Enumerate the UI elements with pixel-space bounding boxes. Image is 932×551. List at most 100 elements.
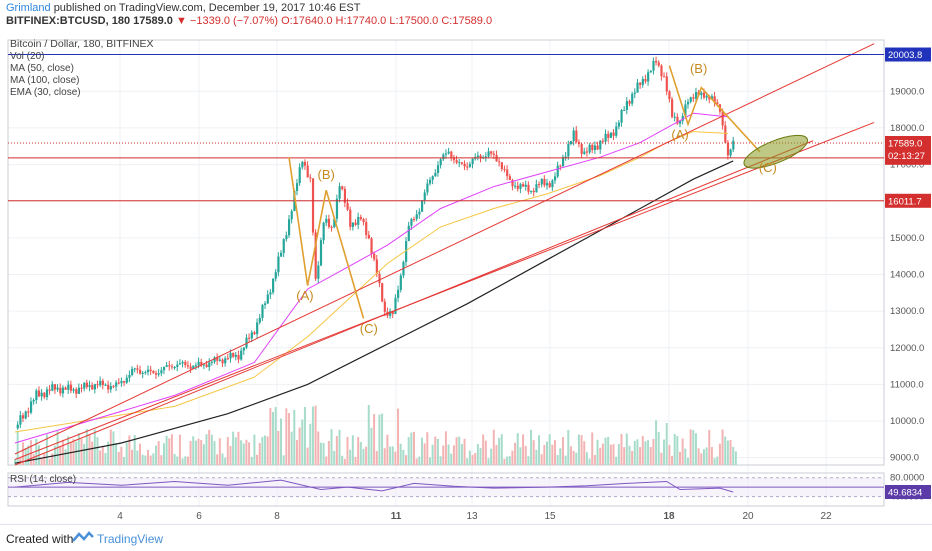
candle-body bbox=[131, 368, 134, 375]
ema30-line bbox=[14, 131, 728, 433]
trendline bbox=[14, 43, 875, 455]
footer: Created with TradingView bbox=[0, 524, 932, 551]
candle-body bbox=[80, 387, 83, 389]
volume-bar bbox=[450, 453, 453, 465]
candle-body bbox=[455, 160, 458, 163]
volume-bar bbox=[556, 455, 559, 465]
indicator-ema30[interactable]: EMA (30, close) bbox=[10, 87, 81, 98]
volume-bar bbox=[572, 450, 575, 465]
candle-body bbox=[107, 384, 110, 390]
candle-body bbox=[96, 384, 99, 386]
price-tick-label: 9000.0 bbox=[890, 453, 919, 464]
volume-bar bbox=[492, 429, 495, 465]
volume-bar bbox=[540, 454, 543, 465]
candle-body bbox=[346, 202, 349, 210]
volume-bar bbox=[447, 444, 450, 465]
price-tag-label: 16011.7 bbox=[888, 196, 922, 207]
candle-body bbox=[452, 157, 456, 161]
main-pane-border bbox=[7, 39, 885, 466]
volume-bar bbox=[178, 434, 181, 465]
candle-body bbox=[202, 364, 206, 366]
candle-body bbox=[91, 385, 94, 390]
candle-body bbox=[67, 384, 70, 390]
volume-bar bbox=[290, 431, 293, 465]
candle-body bbox=[35, 390, 38, 401]
candle-body bbox=[309, 177, 312, 179]
volume-bar bbox=[575, 452, 578, 465]
volume-bar bbox=[644, 441, 647, 465]
candle-body bbox=[53, 384, 57, 390]
volume-bar bbox=[476, 443, 479, 465]
down-arrow-icon: ▼ bbox=[175, 15, 187, 27]
volume-bar bbox=[325, 456, 328, 465]
time-tick-label: 13 bbox=[466, 511, 478, 522]
volume-bar bbox=[530, 429, 533, 465]
volume-bar bbox=[147, 449, 149, 465]
volume-bar bbox=[83, 443, 86, 465]
candle-body bbox=[476, 155, 480, 158]
volume-bar bbox=[426, 432, 429, 465]
volume-bar bbox=[625, 433, 628, 465]
volume-bar bbox=[378, 414, 381, 465]
price-tag bbox=[885, 135, 931, 150]
volume-bar bbox=[322, 443, 325, 465]
volume-bar bbox=[234, 437, 237, 465]
high-value: H:17740.0 bbox=[335, 15, 387, 27]
candle-body bbox=[104, 384, 107, 386]
volume-bar bbox=[482, 434, 485, 465]
candle-body bbox=[572, 130, 575, 142]
candle-body bbox=[101, 380, 104, 386]
time-tick-label: 22 bbox=[820, 511, 832, 522]
volume-bar bbox=[43, 453, 46, 465]
candle-body bbox=[40, 392, 43, 397]
volume-bar bbox=[389, 446, 392, 465]
candle-body bbox=[226, 358, 229, 360]
candle-body bbox=[604, 133, 607, 142]
candle-body bbox=[64, 387, 67, 390]
indicator-ma100[interactable]: MA (100, close) bbox=[10, 75, 80, 86]
volume-bar bbox=[115, 443, 118, 465]
time-tick-label: 11 bbox=[391, 511, 402, 522]
candle-body bbox=[615, 126, 618, 136]
candle-body bbox=[577, 142, 581, 144]
volume-bar bbox=[729, 440, 732, 465]
candle-body bbox=[258, 317, 261, 323]
candle-body bbox=[420, 200, 424, 212]
header: Grimland published on TradingView.com, D… bbox=[0, 0, 932, 30]
volume-bar bbox=[131, 449, 134, 465]
tradingview-brand[interactable]: TradingView bbox=[97, 532, 164, 546]
volume-bar bbox=[261, 436, 264, 465]
candle-body bbox=[37, 390, 41, 397]
candle-body bbox=[487, 151, 490, 157]
rsi-label[interactable]: RSI (14, close) bbox=[10, 474, 77, 485]
price-tick-label: 11000.0 bbox=[890, 379, 924, 390]
candle-body bbox=[413, 219, 416, 221]
candle-body bbox=[503, 169, 506, 171]
candle-body bbox=[726, 142, 730, 156]
volume-bar bbox=[394, 451, 397, 465]
chart-area[interactable]: (B) (A) (C) (B) (A) (C) 9000.0 10000.0 11000.0 12… bbox=[0, 32, 932, 524]
candle-body bbox=[200, 361, 203, 365]
author-link[interactable]: Grimland bbox=[6, 2, 51, 14]
volume-bar bbox=[333, 450, 336, 465]
volume-bar bbox=[724, 436, 727, 465]
indicator-ma50[interactable]: MA (50, close) bbox=[10, 63, 74, 74]
volume-bar bbox=[490, 448, 493, 465]
candle-body bbox=[538, 184, 541, 186]
volume-bar bbox=[367, 405, 370, 465]
volume-bar bbox=[224, 457, 227, 465]
candle-body bbox=[27, 411, 30, 413]
volume-bar bbox=[636, 439, 639, 465]
volume-bar bbox=[301, 419, 304, 465]
indicator-vol[interactable]: Vol (20) bbox=[10, 51, 45, 62]
volume-bar bbox=[466, 458, 469, 465]
ma100-line bbox=[14, 160, 734, 464]
candle-body bbox=[115, 382, 118, 387]
volume-bar bbox=[69, 442, 72, 465]
candle-body bbox=[272, 278, 275, 293]
volume-bar bbox=[29, 440, 32, 465]
candle-body bbox=[713, 96, 716, 103]
candle-body bbox=[564, 156, 567, 158]
volume-bar bbox=[343, 458, 346, 465]
candle-body bbox=[649, 70, 652, 73]
